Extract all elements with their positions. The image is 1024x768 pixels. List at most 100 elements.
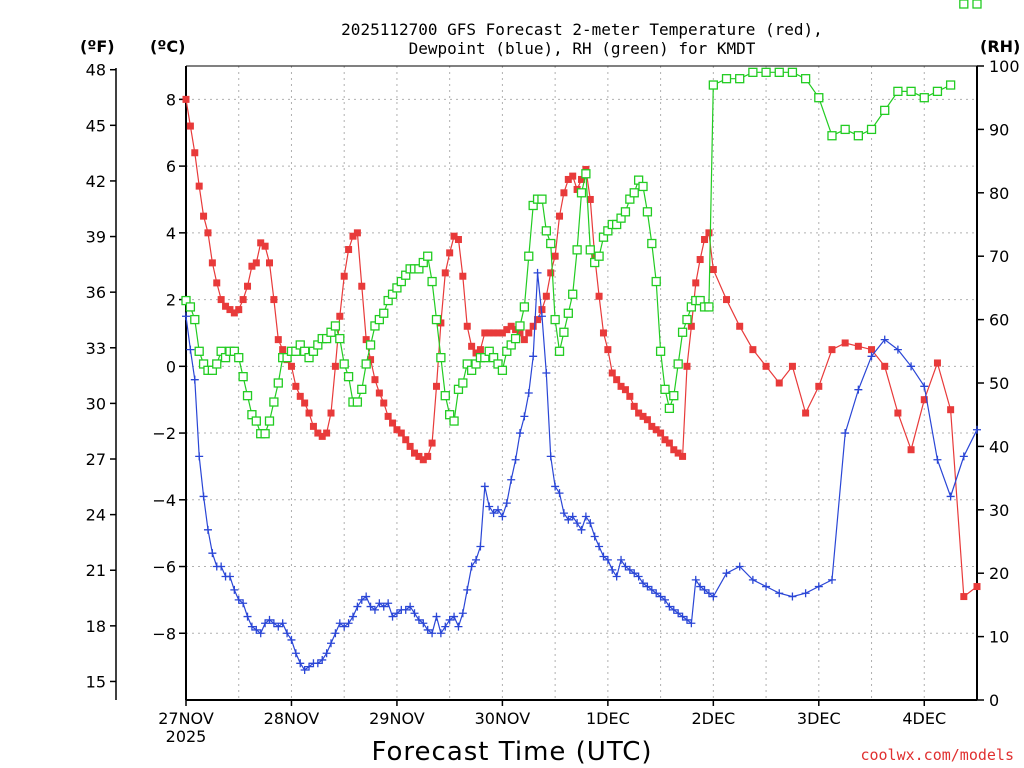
temperature-point [665, 439, 673, 447]
dewpoint-point [559, 509, 568, 518]
temperature-point [454, 236, 462, 244]
dewpoint-point [590, 532, 599, 541]
temperature-point [802, 409, 810, 417]
dewpoint-point [318, 655, 327, 664]
temperature-point [551, 252, 559, 260]
dewpoint-point [524, 389, 533, 398]
temperature-point [687, 322, 695, 330]
dewpoint-point [199, 492, 208, 501]
chart-title-line2: Dewpoint (blue), RH (green) for KMDT [409, 39, 756, 58]
rh-point [238, 372, 248, 382]
rh-point [638, 181, 648, 192]
data-series [181, 0, 982, 674]
temperature-point [393, 426, 401, 434]
dewpoint-point [555, 489, 564, 498]
temperature-point [520, 336, 528, 344]
rh-tick-label: 50 [989, 374, 1009, 393]
dewpoint-point [335, 619, 344, 628]
dewpoint-point [625, 565, 634, 574]
dewpoint-point [414, 615, 423, 624]
dewpoint-point [502, 499, 511, 508]
dewpoint-point [182, 312, 190, 321]
dewpoint-point [660, 595, 669, 604]
dewpoint-point [520, 412, 529, 421]
dewpoint-point [357, 595, 366, 604]
temperature-point [274, 336, 282, 344]
dewpoint-point [436, 629, 445, 638]
temperature-point [947, 406, 955, 414]
dewpoint-point [586, 519, 595, 528]
dewpoint-point [340, 622, 349, 631]
temperature-point [560, 189, 568, 197]
dewpoint-point [195, 452, 204, 461]
dewpoint-point [735, 562, 744, 571]
rh-point [585, 245, 595, 255]
rh-tick-label: 20 [989, 564, 1009, 583]
temperature-point [217, 296, 225, 304]
dewpoint-point [700, 585, 709, 594]
dewpoint-point [665, 602, 674, 611]
rh-point [330, 321, 341, 331]
dewpoint-point [265, 615, 274, 624]
celsius-tick-label: 2 [166, 291, 176, 310]
dewpoint-point [814, 582, 823, 591]
dewpoint-point [634, 572, 643, 581]
x-tick-label: 30NOV [475, 709, 531, 728]
temperature-point [569, 172, 577, 180]
x-tick-label: 1DEC [586, 709, 630, 728]
temperature-point [252, 259, 260, 267]
dewpoint-point [344, 619, 353, 628]
temperature-point [345, 246, 353, 254]
rh-point [664, 403, 675, 414]
rh-point [893, 86, 903, 97]
x-axis-title: Forecast Time (UTC) [371, 737, 652, 767]
credit-link[interactable]: coolwx.com/models [860, 746, 1014, 764]
dewpoint-point [621, 562, 630, 571]
temperature-point [309, 422, 317, 430]
dewpoint-point [827, 575, 836, 584]
temperature-point [599, 329, 607, 337]
temperature-point [595, 292, 603, 300]
rh-point [708, 80, 718, 90]
chart-title-line1: 2025112700 GFS Forecast 2-meter Temperat… [341, 20, 823, 39]
dewpoint-point [494, 505, 503, 514]
dewpoint-point [696, 582, 705, 591]
rh-point [537, 194, 547, 204]
dewpoint-point [362, 592, 371, 601]
rh-point [594, 251, 604, 261]
dewpoint-point [406, 602, 415, 611]
rh-point [339, 359, 349, 369]
dewpoint-point [203, 525, 212, 534]
rh-point [515, 321, 525, 331]
temperature-point [327, 409, 335, 417]
temperature-point [630, 402, 638, 410]
rh-point [436, 352, 446, 363]
dewpoint-point [423, 625, 432, 634]
dewpoint-point [458, 609, 467, 618]
dewpoint-point [933, 455, 942, 464]
celsius-tick-label: −6 [152, 558, 176, 577]
celsius-tick-label: 4 [166, 224, 176, 243]
rh-point [431, 314, 442, 325]
dewpoint-point [485, 502, 494, 511]
rh-point [273, 378, 283, 388]
dewpoint-point [568, 512, 577, 521]
fahrenheit-tick-label: 33 [86, 339, 106, 358]
temperature-point [490, 329, 498, 337]
temperature-point [881, 362, 889, 370]
rh-point [880, 105, 890, 116]
temperature-point [331, 362, 339, 370]
dewpoint-point [551, 482, 560, 491]
dewpoint-point [573, 519, 582, 528]
rh-point [440, 391, 450, 401]
dewpoint-point [652, 589, 661, 598]
dewpoint-point [283, 629, 292, 638]
temperature-point [648, 422, 656, 430]
temperature-point [279, 346, 287, 354]
dewpoint-point [401, 605, 410, 614]
temperature-point [406, 442, 414, 450]
fahrenheit-tick-label: 30 [86, 394, 106, 413]
dewpoint-point [186, 345, 195, 354]
temperature-point [854, 342, 862, 350]
rh-point [449, 416, 459, 426]
